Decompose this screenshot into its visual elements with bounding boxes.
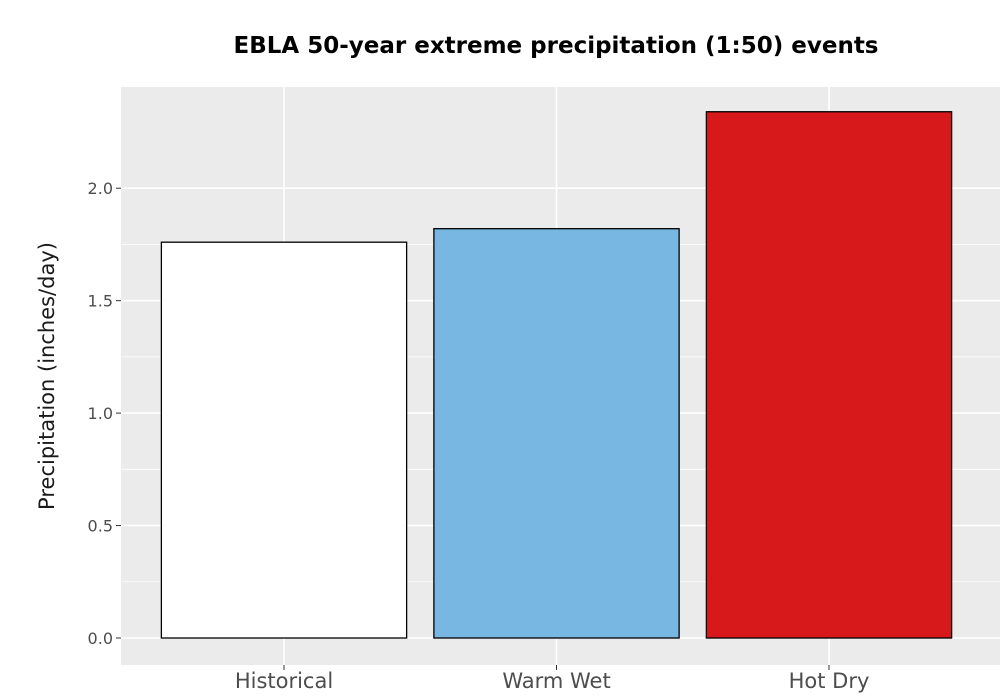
y-tick-label: 0.0	[88, 629, 113, 648]
x-axis: Historical Warm Wet Hot Dry	[235, 665, 870, 693]
y-tick-label: 1.0	[88, 404, 113, 423]
x-tick-label: Historical	[235, 669, 333, 693]
chart-title: EBLA 50-year extreme precipitation (1:50…	[234, 33, 879, 59]
bar-warm-wet	[433, 228, 680, 639]
y-axis: 0.0 0.5 1.0 1.5 2.0	[88, 179, 121, 648]
x-tick-label: Hot Dry	[789, 669, 870, 693]
y-axis-label: Precipitation (inches/day)	[35, 242, 59, 510]
y-tick-label: 1.5	[88, 292, 113, 311]
y-tick-label: 2.0	[88, 179, 113, 198]
bar-historical	[160, 241, 408, 639]
y-tick-label: 0.5	[88, 517, 113, 536]
bars	[160, 111, 953, 639]
x-tick-label: Warm Wet	[502, 669, 610, 693]
bar-hot-dry	[705, 111, 953, 639]
